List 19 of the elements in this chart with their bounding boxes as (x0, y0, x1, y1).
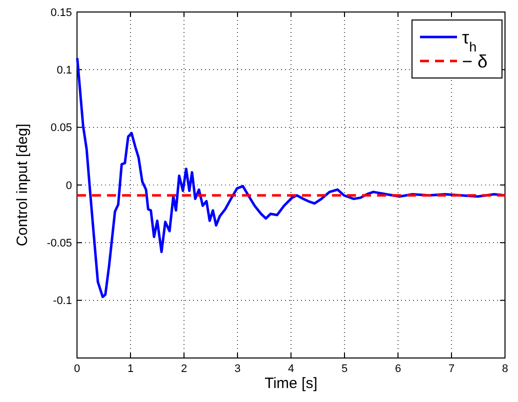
y-tick-label: 0.15 (50, 6, 72, 19)
y-axis-title: Control input [deg] (14, 124, 31, 246)
y-tick-label: 0.1 (56, 64, 72, 77)
x-tick-label: 3 (234, 363, 241, 375)
x-tick-label: 1 (127, 363, 134, 375)
x-axis-title: Time [s] (264, 375, 318, 392)
x-tick-label: 2 (180, 363, 188, 375)
x-tick-label: 5 (341, 363, 348, 375)
y-tick-label: -0.05 (46, 238, 72, 250)
y-tick-label: -0.1 (53, 295, 72, 308)
y-tick-label: 0 (66, 180, 72, 192)
x-tick-label: 0 (74, 363, 80, 375)
x-tick-label: 6 (394, 363, 402, 375)
x-tick-label: 4 (288, 363, 294, 375)
y-tick-label: 0.05 (50, 122, 72, 134)
legend-label: − δ (462, 51, 488, 72)
x-tick-label: 8 (502, 363, 508, 375)
x-tick-label: 7 (448, 363, 455, 375)
legend-label: τ$_{h}$ (462, 27, 477, 54)
